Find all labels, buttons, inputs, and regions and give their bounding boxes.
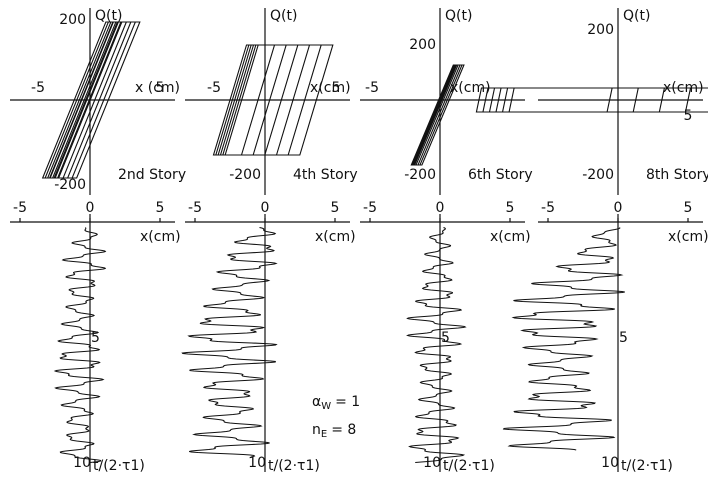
x-tick-label: 0 (614, 200, 623, 216)
x-axis-label: x(cm) (315, 229, 356, 245)
y-axis-label: Q(t) (270, 8, 297, 24)
x-tick-label: 0 (436, 200, 445, 216)
t-tick-label: 5 (619, 330, 628, 346)
x-tick-label: -5 (541, 200, 555, 216)
x-tick-label: 5 (332, 80, 341, 96)
t-tick-label: 10 (248, 455, 266, 471)
x-tick-label: 5 (684, 200, 693, 216)
hysteresis-loop (224, 44, 334, 156)
hysteresis-loop (56, 21, 141, 179)
x-tick-label: 5 (331, 200, 340, 216)
y-tick-label: -200 (54, 177, 86, 193)
x-tick-label: 5 (156, 80, 165, 96)
time-history (502, 227, 625, 451)
parameter-n: nE = 8 (312, 422, 356, 440)
t-axis-label: t/(2·τ1) (443, 458, 495, 474)
x-axis-label: x(cm) (668, 229, 708, 245)
x-tick-label: -5 (31, 80, 45, 96)
x-axis-label: x(cm) (490, 229, 531, 245)
story-label: 8th Story (646, 167, 708, 183)
hysteresis-loop (413, 64, 465, 166)
y-tick-label: -200 (229, 167, 261, 183)
t-axis-label: t/(2·τ1) (621, 458, 673, 474)
story-label: 2nd Story (118, 167, 186, 183)
y-tick-label: 200 (587, 22, 614, 38)
time-history (53, 227, 107, 464)
y-tick-label: 200 (409, 37, 436, 53)
x-tick-label: 5 (684, 108, 693, 124)
story-label: 6th Story (468, 167, 533, 183)
t-tick-label: 5 (441, 330, 450, 346)
t-tick-label: 10 (601, 455, 619, 471)
x-tick-label: 5 (506, 200, 515, 216)
x-axis-label: x (cm) (135, 80, 180, 96)
x-tick-label: -5 (207, 80, 221, 96)
t-tick-label: 10 (423, 455, 441, 471)
x-axis-label: x(cm) (310, 80, 351, 96)
x-axis-label: x(cm) (140, 229, 181, 245)
time-history (181, 226, 278, 458)
y-tick-label: -200 (582, 167, 614, 183)
y-axis-label: Q(t) (95, 8, 122, 24)
y-axis-label: Q(t) (623, 8, 650, 24)
x-tick-label: 0 (261, 200, 270, 216)
hysteresis-loop (475, 87, 708, 113)
t-tick-label: 5 (91, 330, 100, 346)
x-tick-label: -5 (188, 200, 202, 216)
t-axis-label: t/(2·τ1) (268, 458, 320, 474)
y-axis-label: Q(t) (445, 8, 472, 24)
y-tick-label: -200 (404, 167, 436, 183)
t-axis-label: t/(2·τ1) (93, 458, 145, 474)
story-label: 4th Story (293, 167, 358, 183)
y-tick-label: 200 (59, 12, 86, 28)
x-tick-label: -5 (363, 200, 377, 216)
parameter-alpha: αW = 1 (312, 394, 360, 412)
x-tick-label: -5 (13, 200, 27, 216)
x-tick-label: 0 (86, 200, 95, 216)
x-tick-label: -5 (365, 80, 379, 96)
time-history (406, 226, 467, 464)
x-tick-label: 5 (156, 200, 165, 216)
